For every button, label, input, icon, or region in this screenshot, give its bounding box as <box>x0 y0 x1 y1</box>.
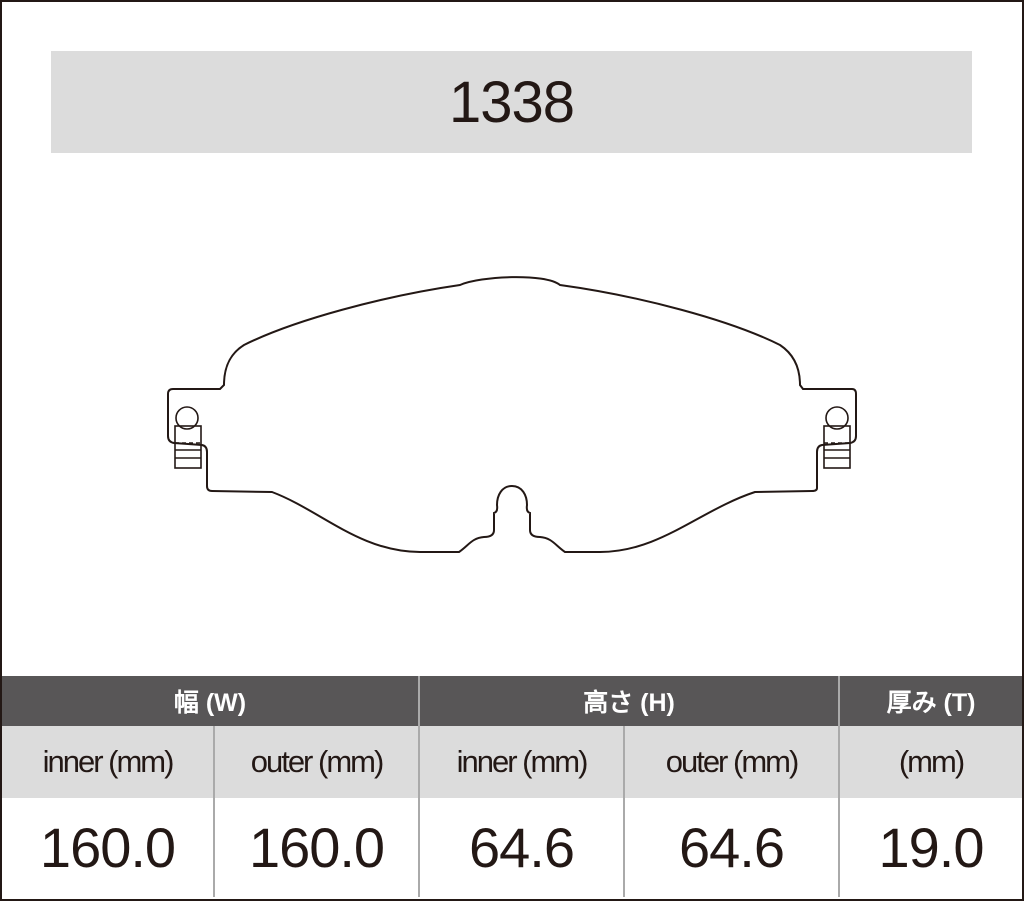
title-bar: 1338 <box>51 51 972 153</box>
column-header: outer (mm) <box>212 726 420 798</box>
thickness-header: 厚み (T) <box>838 676 1023 726</box>
width-outer-value: 160.0 <box>212 798 420 897</box>
column-header: (mm) <box>838 726 1023 798</box>
right-clip-icon <box>823 406 851 469</box>
group-header-row: 幅 (W) 高さ (H) 厚み (T) <box>2 676 1023 726</box>
column-header-row: inner (mm) outer (mm) inner (mm) outer (… <box>2 726 1023 798</box>
height-outer-value: 64.6 <box>623 798 840 897</box>
column-header: inner (mm) <box>418 726 625 798</box>
value-row: 160.0 160.0 64.6 64.6 19.0 <box>2 798 1023 897</box>
part-number: 1338 <box>448 69 575 135</box>
height-header: 高さ (H) <box>418 676 840 726</box>
pad-outline <box>167 276 857 553</box>
column-header: outer (mm) <box>623 726 840 798</box>
height-inner-value: 64.6 <box>418 798 625 897</box>
dimension-table: 幅 (W) 高さ (H) 厚み (T) inner (mm) outer (mm… <box>2 676 1023 897</box>
thickness-value: 19.0 <box>838 798 1023 897</box>
width-inner-value: 160.0 <box>2 798 214 897</box>
column-header: inner (mm) <box>2 726 214 798</box>
width-header: 幅 (W) <box>2 676 420 726</box>
left-clip-icon <box>174 406 202 469</box>
